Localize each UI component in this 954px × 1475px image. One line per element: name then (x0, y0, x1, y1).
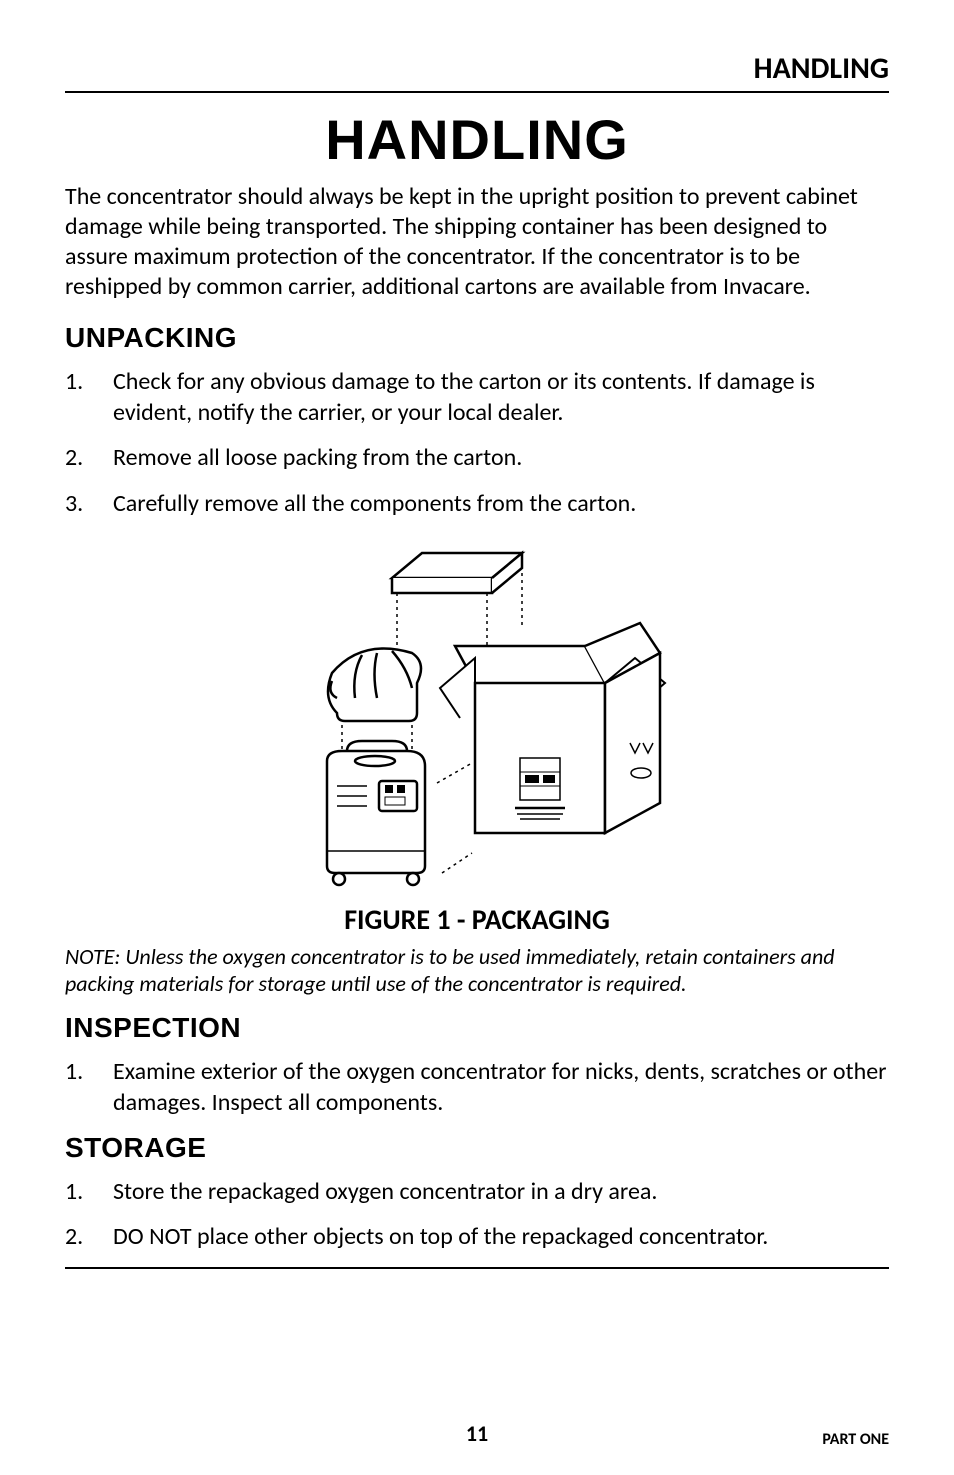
list-number: 2. (65, 442, 83, 473)
list-number: 1. (65, 1056, 83, 1087)
unpacking-heading: UNPACKING (65, 322, 889, 354)
list-item-text: DO NOT place other objects on top of the… (113, 1222, 768, 1251)
inspection-heading: INSPECTION (65, 1012, 889, 1044)
list-number: 1. (65, 366, 83, 397)
note-text: NOTE: Unless the oxygen concentrator is … (65, 943, 889, 998)
list-item-text: Remove all loose packing from the carton… (113, 443, 522, 472)
figure-caption: FIGURE 1 - PACKAGING (65, 902, 889, 937)
list-item-text: Store the repackaged oxygen concentrator… (113, 1177, 657, 1206)
page-title: HANDLING (65, 107, 889, 172)
packaging-illustration-icon (247, 533, 707, 893)
intro-paragraph: The concentrator should always be kept i… (65, 182, 889, 302)
storage-list: 1. Store the repackaged oxygen concentrat… (65, 1176, 889, 1252)
list-number: 3. (65, 488, 83, 519)
footer-rule (65, 1267, 889, 1279)
header-section-label: HANDLING (65, 50, 889, 93)
packaging-figure (65, 533, 889, 898)
list-item-text: Examine exterior of the oxygen concentra… (113, 1057, 887, 1117)
list-number: 1. (65, 1176, 83, 1207)
unpacking-list: 1. Check for any obvious damage to the ca… (65, 366, 889, 519)
list-number: 2. (65, 1221, 83, 1252)
page-number: 11 (466, 1420, 488, 1447)
part-label: PART ONE (822, 1430, 889, 1449)
list-item-text: Carefully remove all the components from… (113, 489, 636, 518)
list-item-text: Check for any obvious damage to the cart… (113, 367, 815, 427)
storage-heading: STORAGE (65, 1132, 889, 1164)
inspection-list: 1. Examine exterior of the oxygen concent… (65, 1056, 889, 1118)
